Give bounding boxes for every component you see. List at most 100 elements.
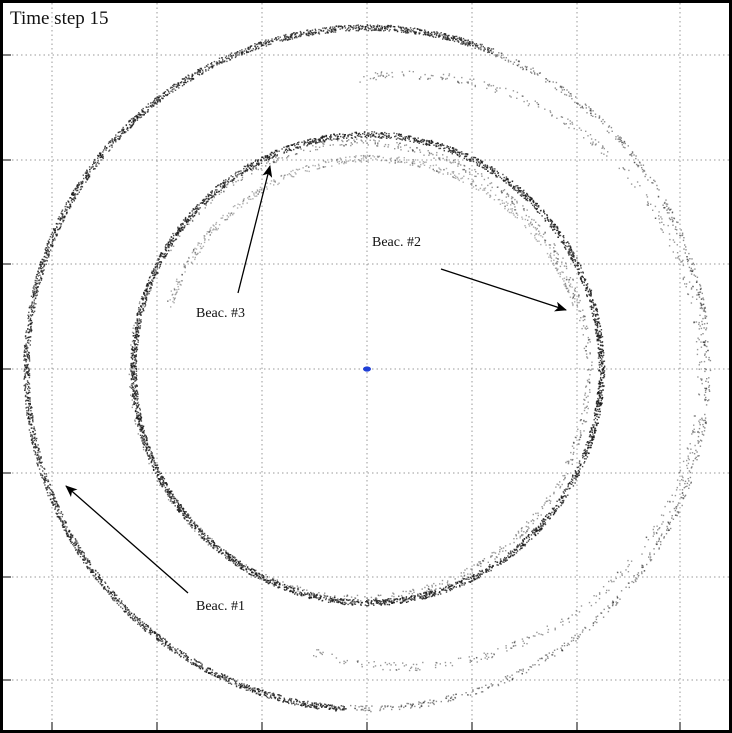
- particle: [595, 304, 597, 306]
- particle: [420, 140, 422, 142]
- particle: [649, 556, 652, 558]
- particle: [28, 336, 30, 338]
- particle: [97, 581, 100, 583]
- particle: [704, 419, 706, 422]
- particle: [378, 603, 380, 605]
- particle: [360, 709, 362, 711]
- particle: [342, 133, 344, 136]
- particle: [48, 253, 50, 256]
- particle: [419, 702, 421, 704]
- particle: [36, 292, 38, 294]
- particle: [365, 707, 367, 709]
- particle: [44, 481, 46, 483]
- particle: [643, 570, 646, 572]
- particle: [559, 234, 562, 237]
- particle: [503, 180, 505, 182]
- particle: [538, 205, 540, 207]
- particle: [102, 155, 104, 158]
- particle: [83, 562, 85, 564]
- particle: [141, 621, 144, 623]
- particle: [150, 105, 152, 108]
- particle: [473, 575, 475, 578]
- beacon-2-ring: [130, 131, 606, 607]
- particle: [676, 514, 678, 517]
- particle: [578, 272, 580, 274]
- particle: [160, 253, 162, 255]
- particle: [161, 253, 163, 255]
- particle: [388, 600, 390, 603]
- particle: [307, 34, 310, 36]
- particle: [310, 592, 313, 595]
- particle: [691, 466, 693, 468]
- particle: [136, 402, 139, 404]
- particle: [186, 218, 189, 220]
- particle: [424, 32, 426, 34]
- particle: [703, 394, 706, 396]
- particle: [32, 296, 34, 299]
- particle: [185, 654, 187, 656]
- particle: [615, 138, 617, 140]
- particle: [187, 80, 189, 83]
- particle: [291, 36, 293, 38]
- particle: [392, 706, 394, 708]
- particle: [335, 599, 337, 601]
- particle: [79, 547, 82, 549]
- particle: [538, 664, 540, 666]
- particle: [108, 141, 111, 143]
- particle: [250, 168, 252, 171]
- particle: [203, 536, 205, 538]
- particle: [335, 710, 337, 712]
- particle: [705, 329, 707, 331]
- particle: [600, 376, 602, 379]
- particle: [232, 678, 234, 680]
- particle: [368, 27, 370, 30]
- particle: [446, 38, 448, 41]
- particle: [24, 385, 27, 387]
- particle: [27, 406, 30, 409]
- particle: [358, 26, 360, 28]
- particle: [40, 267, 42, 270]
- particle: [704, 427, 706, 429]
- particle: [63, 526, 66, 528]
- particle: [312, 31, 315, 34]
- particle: [144, 301, 147, 303]
- particle: [167, 93, 169, 96]
- particle: [444, 147, 446, 149]
- particle: [125, 608, 127, 610]
- particle: [389, 601, 391, 603]
- particle: [469, 581, 471, 583]
- particle: [127, 611, 130, 614]
- particle: [166, 89, 168, 91]
- particle: [30, 307, 32, 309]
- particle: [151, 284, 153, 286]
- particle: [408, 137, 410, 139]
- particle: [143, 310, 145, 312]
- particle: [34, 451, 36, 453]
- particle: [705, 356, 707, 358]
- particle: [481, 686, 483, 689]
- particle: [571, 255, 574, 258]
- particle: [516, 64, 518, 66]
- particle: [412, 28, 415, 30]
- particle: [162, 637, 164, 639]
- particle: [369, 28, 371, 30]
- particle: [26, 365, 29, 367]
- particle: [224, 182, 226, 184]
- particle: [238, 682, 241, 685]
- particle: [305, 704, 307, 706]
- particle: [295, 699, 298, 701]
- particle: [703, 327, 705, 329]
- particle: [47, 246, 49, 248]
- particle: [258, 47, 260, 49]
- particle: [51, 502, 53, 504]
- particle: [79, 549, 82, 552]
- particle: [524, 65, 527, 68]
- particle: [500, 56, 502, 58]
- particle: [266, 693, 268, 695]
- particle: [162, 92, 164, 95]
- particle: [30, 414, 33, 416]
- particle: [199, 528, 201, 530]
- particle: [77, 193, 79, 195]
- particle: [467, 44, 470, 46]
- particle: [133, 343, 136, 345]
